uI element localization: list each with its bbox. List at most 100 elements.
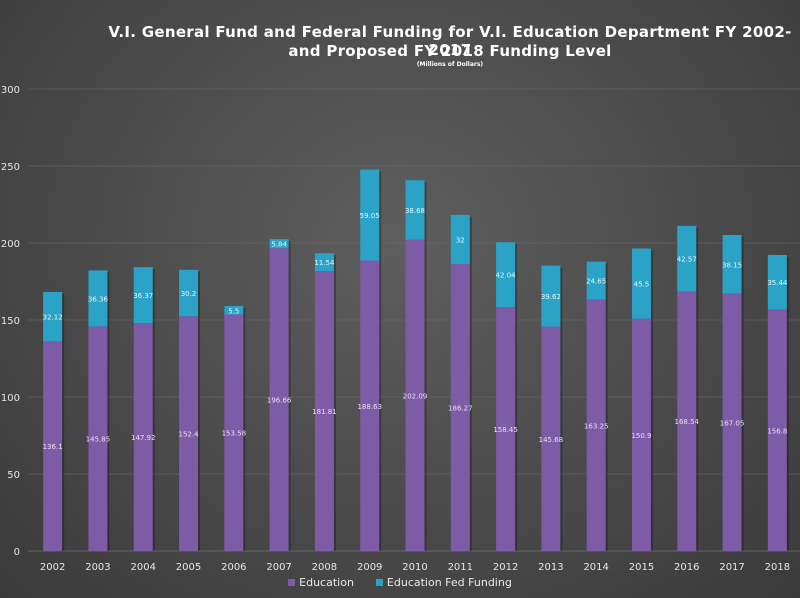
x-tick-label: 2004: [131, 562, 156, 573]
bar-education: [133, 323, 153, 551]
data-label-education: 156.8: [767, 427, 787, 435]
bar-education: [677, 291, 697, 551]
data-label-fed-funding: 36.37: [133, 292, 153, 300]
data-label-education: 196.66: [267, 397, 292, 405]
data-label-education: 150.9: [631, 432, 651, 440]
bar-education: [722, 293, 742, 551]
x-tick-label: 2003: [85, 562, 110, 573]
bar-education: [224, 314, 244, 551]
x-tick-label: 2017: [719, 562, 744, 573]
data-label-fed-funding: 59.05: [360, 212, 380, 220]
data-label-fed-funding: 24.65: [586, 278, 606, 286]
data-label-education: 147.92: [131, 434, 156, 442]
data-label-fed-funding: 32: [456, 237, 465, 245]
data-label-education: 186.27: [448, 405, 473, 413]
data-label-fed-funding: 32.12: [43, 314, 63, 322]
bar-education: [631, 318, 651, 551]
legend-label-fed-funding: Education Fed Funding: [386, 576, 512, 589]
data-label-fed-funding: 39.62: [541, 293, 561, 301]
data-label-fed-funding: 42.04: [496, 272, 517, 280]
bar-education: [586, 299, 606, 551]
x-tick-label: 2007: [266, 562, 291, 573]
data-label-fed-funding: 11.54: [314, 259, 335, 267]
bar-fed-funding: [496, 242, 516, 307]
data-label-education: 145.68: [539, 436, 564, 444]
legend-swatch-education: [288, 579, 296, 586]
data-label-fed-funding: 5.84: [271, 241, 287, 249]
bar-education: [43, 341, 63, 551]
data-label-education: 153.58: [222, 430, 247, 438]
bar-education: [450, 264, 470, 551]
bar-fed-funding: [405, 180, 425, 240]
legend-label-education: Education: [299, 576, 354, 589]
bar-education: [360, 260, 380, 551]
chart-title: V.I. General Fund and Federal Funding fo…: [108, 23, 792, 59]
bar-education: [405, 239, 425, 551]
y-tick-label: 0: [14, 547, 20, 558]
chart-title-line2: and Proposed FY 2018 Funding Level: [288, 42, 612, 60]
bar-fed-funding: [767, 254, 787, 310]
x-tick-label: 2011: [448, 562, 473, 573]
y-tick-label: 100: [1, 393, 20, 404]
data-label-education: 158.45: [493, 426, 518, 434]
x-tick-label: 2008: [312, 562, 337, 573]
x-tick-label: 2012: [493, 562, 518, 573]
data-label-fed-funding: 36.36: [88, 295, 109, 303]
bar-fed-funding: [88, 270, 108, 327]
bar-fed-funding: [179, 269, 199, 317]
bar-education: [269, 248, 289, 551]
data-label-education: 163.25: [584, 422, 609, 430]
x-tick-label: 2015: [629, 562, 654, 573]
bar-fed-funding: [133, 267, 153, 324]
bar-education: [88, 326, 108, 551]
bar-education: [496, 306, 516, 551]
x-tick-label: 2002: [40, 562, 65, 573]
legend: Education Education Fed Funding: [0, 576, 800, 589]
y-tick-label: 300: [1, 85, 20, 96]
y-tick-label: 200: [1, 239, 20, 250]
data-label-fed-funding: 38.68: [405, 207, 425, 215]
legend-item-fed-funding: Education Fed Funding: [375, 576, 512, 589]
chart-subtitle: (Millions of Dollars): [416, 61, 484, 68]
bar-fed-funding: [314, 253, 334, 272]
legend-swatch-fed-funding: [375, 579, 383, 586]
data-label-fed-funding: 5.5: [228, 307, 239, 315]
bar-fed-funding: [360, 169, 380, 261]
data-label-fed-funding: 38.15: [722, 261, 742, 269]
data-label-education: 168.54: [675, 418, 700, 426]
legend-item-education: Education: [288, 576, 354, 589]
x-tick-label: 2016: [674, 562, 699, 573]
x-tick-label: 2014: [583, 562, 608, 573]
x-tick-label: 2018: [765, 562, 790, 573]
data-label-education: 136.1: [43, 443, 63, 451]
data-label-fed-funding: 30.2: [181, 290, 197, 298]
bar-fed-funding: [722, 234, 742, 294]
bar-education: [541, 326, 561, 551]
y-tick-label: 250: [1, 162, 20, 173]
x-tick-label: 2005: [176, 562, 201, 573]
bar-fed-funding: [450, 214, 470, 265]
data-label-education: 181.81: [312, 408, 337, 416]
data-label-education: 202.09: [403, 392, 428, 400]
data-label-education: 188.63: [357, 403, 382, 411]
x-tick-label: 2006: [221, 562, 246, 573]
data-label-fed-funding: 45.5: [634, 281, 650, 289]
data-label-fed-funding: 42.57: [677, 256, 697, 264]
bar-fed-funding: [269, 239, 289, 249]
x-tick-label: 2009: [357, 562, 382, 573]
bar-fed-funding: [586, 261, 606, 300]
data-label-education: 152.4: [179, 431, 200, 439]
bar-fed-funding: [631, 248, 651, 319]
data-label-fed-funding: 35.44: [767, 279, 788, 287]
bar-education: [179, 316, 199, 551]
x-tick-label: 2013: [538, 562, 563, 573]
bar-fed-funding: [224, 306, 244, 315]
data-label-education: 167.05: [720, 419, 745, 427]
bar-education: [767, 309, 787, 551]
x-tick-label: 2010: [402, 562, 427, 573]
y-tick-label: 150: [1, 316, 20, 327]
bar-education: [314, 271, 334, 551]
bar-fed-funding: [43, 291, 63, 342]
bar-fed-funding: [677, 225, 697, 292]
